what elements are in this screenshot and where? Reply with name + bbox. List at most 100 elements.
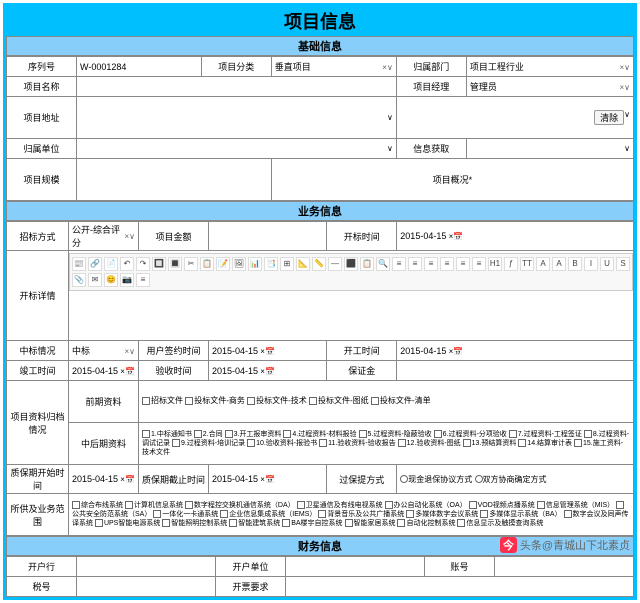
user-sign-time-value[interactable]: 2015-04-15 [209, 341, 327, 361]
toolbar-icon[interactable]: ✉ [88, 273, 102, 287]
toolbar-icon[interactable]: 🔗 [88, 257, 102, 271]
warranty-end-label: 质保期截止时间 [139, 465, 209, 494]
deposit-value[interactable] [397, 361, 634, 381]
toolbar-icon[interactable]: S [616, 257, 630, 271]
toolbar-icon[interactable]: 📋 [200, 257, 214, 271]
warranty-start-label: 质保期开始时间 [7, 465, 69, 494]
bank-label: 开户行 [7, 557, 77, 577]
project-amount-label: 项目金额 [139, 222, 209, 251]
project-scale-label: 项目规模 [7, 159, 77, 201]
accept-time-value[interactable]: 2015-04-15 [209, 361, 327, 381]
project-category-value[interactable]: 垂直项目 [271, 57, 396, 77]
warranty-end-value[interactable]: 2015-04-15 [209, 465, 327, 494]
info-source-value[interactable] [466, 139, 633, 159]
toolbar-icon[interactable]: 🖼 [232, 257, 246, 271]
toolbar-icon[interactable]: ≡ [392, 257, 406, 271]
toolbar-icon[interactable]: TT [520, 257, 534, 271]
toolbar-icon[interactable]: A [536, 257, 550, 271]
user-sign-time-label: 用户签约时间 [139, 341, 209, 361]
finance-info-table: 开户行 开户单位 账号 税号 开票要求 [6, 556, 634, 597]
toolbar-icon[interactable]: ƒ [504, 257, 518, 271]
toolbar-icon[interactable]: 📰 [72, 257, 86, 271]
address-extra[interactable]: 清除 [396, 97, 633, 139]
editor-toolbar: 📰🔗📄↶↷🔲🔳✂📋📝🖼📊📑⊞📐📏—⬛📋🔍≡≡≡≡≡≡H1ƒTTAABIUS 📎✉… [69, 253, 633, 291]
toolbar-icon[interactable]: ≡ [472, 257, 486, 271]
toolbar-icon[interactable]: ≡ [136, 273, 150, 287]
project-manager-value[interactable]: 管理员 [466, 77, 633, 97]
toolbar-icon[interactable]: 🔲 [152, 257, 166, 271]
tax-no-value[interactable] [77, 577, 216, 597]
start-time-value[interactable]: 2015-04-15 [397, 341, 634, 361]
toolbar-icon[interactable]: ≡ [424, 257, 438, 271]
complete-time-value[interactable]: 2015-04-15 [69, 361, 139, 381]
inv-require-label: 开票要求 [216, 577, 286, 597]
account-unit-value[interactable] [286, 557, 425, 577]
org-unit-value[interactable] [77, 139, 397, 159]
toolbar-icon[interactable]: ↶ [120, 257, 134, 271]
later-material-checkboxes[interactable]: 1.中标通知书 2.合同 3.开工报审资料 4.过程资料-材料报验 5.过程资料… [139, 423, 634, 465]
department-label: 归属部门 [396, 57, 466, 77]
project-overview-label: 项目概况* [271, 159, 633, 201]
inv-require-value[interactable] [286, 577, 634, 597]
open-time-value[interactable]: 2015-04-15 [397, 222, 634, 251]
serial-no-value[interactable]: W-0001284 [77, 57, 202, 77]
award-status-label: 中标情况 [7, 341, 69, 361]
bank-value[interactable] [77, 557, 216, 577]
bid-method-value[interactable]: 公开-综合评分 [69, 222, 139, 251]
project-name-value[interactable] [77, 77, 397, 97]
toolbar-icon[interactable]: 📋 [360, 257, 374, 271]
toolbar-icon[interactable]: 📑 [264, 257, 278, 271]
scope-label: 所供及业务范围 [7, 494, 69, 536]
toolbar-icon[interactable]: 📏 [312, 257, 326, 271]
section-business-header: 业务信息 [6, 201, 634, 221]
department-value[interactable]: 项目工程行业 [466, 57, 633, 77]
toolbar-icon[interactable]: 📝 [216, 257, 230, 271]
rich-editor-cell: 📰🔗📄↶↷🔲🔳✂📋📝🖼📊📑⊞📐📏—⬛📋🔍≡≡≡≡≡≡H1ƒTTAABIUS 📎✉… [69, 251, 634, 341]
toolbar-icon[interactable]: ⊞ [280, 257, 294, 271]
bid-method-label: 招标方式 [7, 222, 69, 251]
toolbar-icon[interactable]: B [568, 257, 582, 271]
later-material-label: 中后期资料 [69, 423, 139, 465]
account-no-value[interactable] [495, 557, 634, 577]
account-no-label: 账号 [425, 557, 495, 577]
business-info-table: 招标方式 公开-综合评分 项目金额 开标时间 2015-04-15 开标详情 📰… [6, 221, 634, 536]
early-material-checkboxes[interactable]: 招标文件 投标文件-商务 投标文件-技术 投标文件-图纸 投标文件-清单 [139, 381, 634, 423]
toolbar-icon[interactable]: 🔍 [376, 257, 390, 271]
project-amount-value[interactable] [209, 222, 327, 251]
toolbar-icon[interactable]: ✂ [184, 257, 198, 271]
toolbar-icon[interactable]: ≡ [408, 257, 422, 271]
toolbar-icon[interactable]: ≡ [440, 257, 454, 271]
project-address-label: 项目地址 [7, 97, 77, 139]
toolbar-icon[interactable]: 📎 [72, 273, 86, 287]
toolbar-icon[interactable]: 📐 [296, 257, 310, 271]
toolbar-icon[interactable]: ↷ [136, 257, 150, 271]
early-material-label: 前期资料 [69, 381, 139, 423]
toolbar-icon[interactable]: A [552, 257, 566, 271]
toolbar-icon[interactable]: 🔳 [168, 257, 182, 271]
toolbar-icon[interactable]: 📷 [120, 273, 134, 287]
toolbar-icon[interactable]: ⬛ [344, 257, 358, 271]
deposit-return-options[interactable]: 现金退保协议方式 双方协商确定方式 [397, 465, 634, 494]
toolbar-icon[interactable]: 📊 [248, 257, 262, 271]
editor-body[interactable] [69, 291, 633, 339]
toolbar-icon[interactable]: U [600, 257, 614, 271]
clear-button[interactable]: 清除 [594, 110, 624, 125]
toolbar-icon[interactable]: H1 [488, 257, 502, 271]
award-status-value[interactable]: 中标 [69, 341, 139, 361]
project-name-label: 项目名称 [7, 77, 77, 97]
warranty-start-value[interactable]: 2015-04-15 [69, 465, 139, 494]
project-scale-value[interactable] [77, 159, 272, 201]
info-source-label: 信息获取 [396, 139, 466, 159]
project-address-value[interactable] [77, 97, 397, 139]
toolbar-icon[interactable]: ≡ [456, 257, 470, 271]
toolbar-icon[interactable]: 😊 [104, 273, 118, 287]
open-time-label: 开标时间 [327, 222, 397, 251]
scope-checkboxes[interactable]: 综合布线系统 计算机信息系统 数字程控交换机通信系统（DA） 卫星通信及有线电视… [69, 494, 634, 536]
complete-time-label: 竣工时间 [7, 361, 69, 381]
start-time-label: 开工时间 [327, 341, 397, 361]
toolbar-icon[interactable]: I [584, 257, 598, 271]
material-storage-label: 项目资料归档情况 [7, 381, 69, 465]
toolbar-icon[interactable]: — [328, 257, 342, 271]
toolbar-icon[interactable]: 📄 [104, 257, 118, 271]
bid-detail-label: 开标详情 [7, 251, 69, 341]
